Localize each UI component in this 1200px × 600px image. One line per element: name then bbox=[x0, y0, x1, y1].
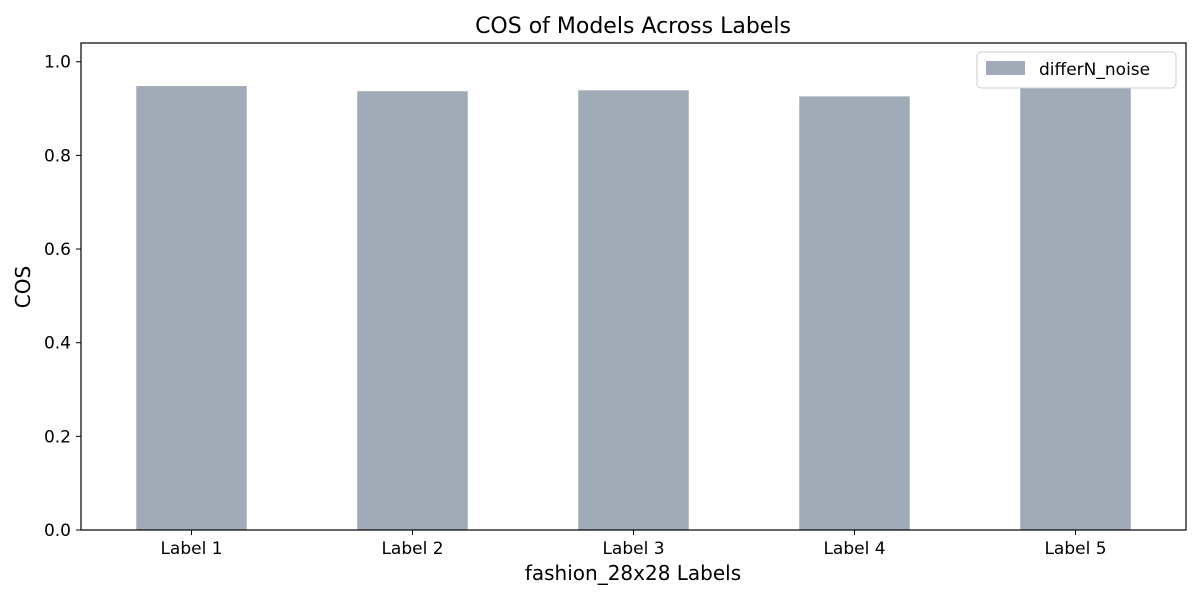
bar-5 bbox=[1020, 86, 1131, 530]
y-tick-label: 0.2 bbox=[44, 427, 71, 447]
bar-1 bbox=[136, 86, 247, 530]
y-tick-label: 0.4 bbox=[44, 334, 71, 354]
y-axis-label: COS bbox=[11, 266, 35, 308]
x-axis-label: fashion_28x28 Labels bbox=[525, 561, 741, 585]
x-tick-label: Label 5 bbox=[1044, 539, 1106, 559]
bar-4 bbox=[799, 96, 910, 530]
y-tick-label: 1.0 bbox=[44, 53, 71, 73]
x-tick-label: Label 3 bbox=[602, 539, 664, 559]
y-tick-label: 0.6 bbox=[44, 240, 71, 260]
x-tick-label: Label 4 bbox=[823, 539, 885, 559]
plot-area bbox=[136, 86, 1131, 531]
legend-swatch bbox=[986, 61, 1025, 75]
x-tick-label: Label 2 bbox=[381, 539, 443, 559]
y-axis: 0.0 0.2 0.4 0.6 0.8 1.0 bbox=[44, 53, 81, 541]
x-tick-label: Label 1 bbox=[160, 539, 222, 559]
legend: differN_noise bbox=[976, 51, 1177, 89]
bar-2 bbox=[357, 91, 468, 531]
y-tick-label: 0.0 bbox=[44, 521, 71, 541]
bar-3 bbox=[578, 90, 689, 530]
y-tick-label: 0.8 bbox=[44, 146, 71, 166]
x-axis: Label 1 Label 2 Label 3 Label 4 Label 5 bbox=[160, 530, 1107, 559]
legend-box bbox=[976, 51, 1177, 89]
chart-title: COS of Models Across Labels bbox=[475, 14, 791, 39]
legend-label: differN_noise bbox=[1039, 60, 1150, 80]
